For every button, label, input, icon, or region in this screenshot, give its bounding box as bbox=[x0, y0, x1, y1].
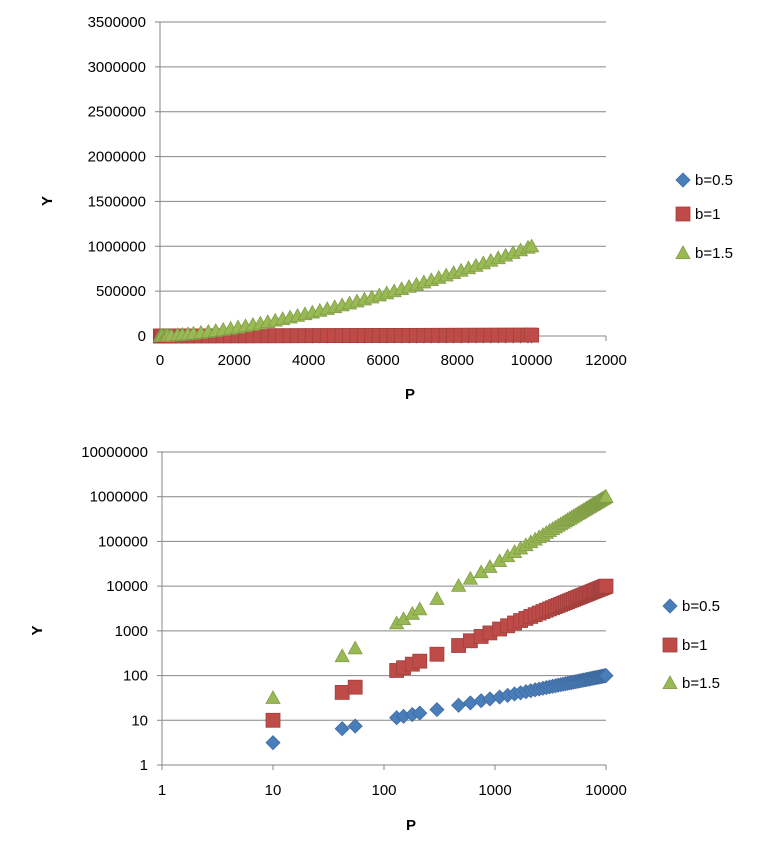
series-b=1.5 bbox=[265, 488, 614, 704]
y-tick-label: 3500000 bbox=[88, 14, 146, 31]
x-tick-label: 1000 bbox=[478, 782, 511, 799]
y-tick-label: 2000000 bbox=[88, 149, 146, 166]
y-tick-label: 500000 bbox=[96, 283, 146, 300]
x-tick-label: 1 bbox=[158, 782, 166, 799]
data-point bbox=[265, 690, 281, 704]
legend-label: b=1.5 bbox=[682, 675, 720, 692]
legend-marker bbox=[675, 172, 691, 188]
y-tick-label: 1 bbox=[140, 757, 148, 774]
x-axis-title: P bbox=[405, 386, 415, 403]
y-tick-label: 0 bbox=[138, 328, 146, 345]
data-point bbox=[598, 668, 614, 684]
legend-label: b=1 bbox=[695, 206, 720, 223]
data-point bbox=[347, 640, 363, 655]
data-point bbox=[347, 679, 363, 695]
y-tick-label: 1000 bbox=[115, 623, 148, 640]
x-tick-label: 12000 bbox=[585, 352, 627, 369]
y-tick-label: 3000000 bbox=[88, 59, 146, 76]
legend-marker bbox=[662, 675, 678, 689]
y-tick-label: 10 bbox=[131, 712, 148, 729]
data-point bbox=[598, 488, 614, 503]
legend-label: b=1 bbox=[682, 637, 707, 654]
data-point bbox=[451, 697, 467, 713]
series-b=1 bbox=[265, 578, 614, 728]
data-point bbox=[265, 735, 281, 751]
y-tick-label: 100 bbox=[123, 668, 148, 685]
y-tick-label: 100000 bbox=[98, 533, 148, 550]
data-point bbox=[265, 712, 281, 728]
y-tick-label: 1500000 bbox=[88, 193, 146, 210]
data-point bbox=[429, 702, 445, 718]
x-tick-label: 6000 bbox=[366, 352, 399, 369]
legend-marker bbox=[675, 206, 691, 222]
legend-label: b=1.5 bbox=[695, 245, 733, 262]
data-point bbox=[412, 705, 428, 721]
x-tick-label: 4000 bbox=[292, 352, 325, 369]
x-tick-label: 0 bbox=[156, 352, 164, 369]
series-b=1.5 bbox=[152, 238, 540, 342]
x-axis-title: P bbox=[406, 817, 416, 834]
data-point bbox=[412, 601, 428, 616]
legend-marker bbox=[662, 598, 678, 614]
y-tick-label: 1000000 bbox=[90, 489, 148, 506]
data-point bbox=[462, 695, 478, 711]
data-point bbox=[334, 685, 350, 700]
series-b=0.5 bbox=[265, 668, 614, 751]
legend-label: b=0.5 bbox=[682, 598, 720, 615]
data-point bbox=[347, 718, 363, 734]
x-tick-label: 10000 bbox=[511, 352, 553, 369]
data-point bbox=[334, 721, 350, 737]
legend-label: b=0.5 bbox=[695, 172, 733, 189]
data-point bbox=[429, 591, 445, 605]
legend-marker bbox=[662, 637, 678, 653]
y-tick-label: 1000000 bbox=[88, 238, 146, 255]
linear-chart: 0 500000 1000000 1500000 2000000 2500000 30000… bbox=[39, 14, 733, 403]
y-axis-title: Y bbox=[39, 196, 56, 206]
x-tick-label: 2000 bbox=[218, 352, 251, 369]
y-tick-label: 10000 bbox=[106, 578, 148, 595]
x-tick-label: 100 bbox=[371, 782, 396, 799]
data-point bbox=[523, 238, 540, 253]
data-point bbox=[429, 646, 445, 662]
data-point bbox=[598, 578, 614, 594]
y-tick-label: 2500000 bbox=[88, 104, 146, 121]
legend-marker bbox=[675, 245, 691, 260]
x-tick-label: 10 bbox=[265, 782, 282, 799]
data-point bbox=[334, 648, 350, 663]
y-tick-label: 10000000 bbox=[81, 444, 148, 461]
x-tick-label: 8000 bbox=[441, 352, 474, 369]
x-tick-label: 10000 bbox=[585, 782, 627, 799]
data-point bbox=[412, 653, 428, 669]
log-chart: 1 10 100 1000 10000 100000 1000000 10000000 1 10 1… bbox=[29, 444, 720, 834]
data-point bbox=[450, 577, 467, 592]
data-point bbox=[524, 327, 540, 343]
y-axis-title: Y bbox=[29, 625, 46, 635]
